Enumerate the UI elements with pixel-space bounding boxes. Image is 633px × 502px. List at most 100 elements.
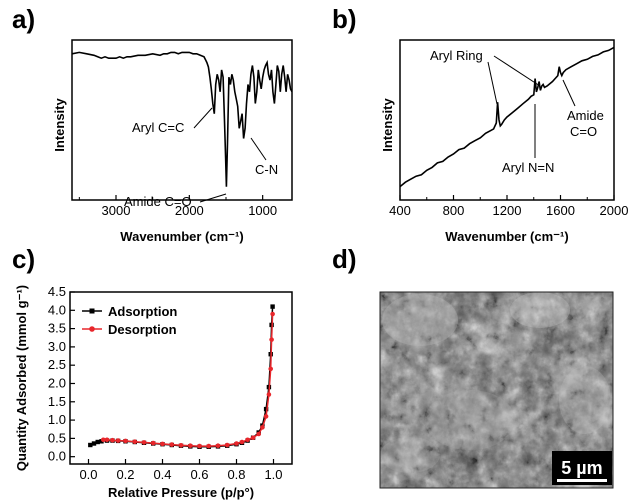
scale-bar-line — [557, 479, 607, 482]
panel-c-y-tick-label: 1.5 — [48, 394, 66, 409]
panel-c-adsorption-point — [88, 442, 93, 448]
panel-c-letter: c) — [12, 244, 36, 274]
panel-c-desorption-point — [197, 443, 202, 449]
panel-c-x-tick-label: 0.6 — [190, 467, 208, 482]
panel-c-series — [88, 304, 275, 449]
panel-b-x-tick-label: 400 — [389, 203, 411, 218]
panel-a-x-tick-label: 2000 — [175, 203, 204, 218]
panel-a-annot-aryl: Aryl C=C — [132, 120, 184, 135]
panel-c-desorption-point — [160, 441, 165, 447]
panel-c-ylabel: Quantity Adsorbed (mmol g⁻¹) — [14, 285, 29, 471]
panel-c-xlabel: Relative Pressure (p/p°) — [108, 485, 254, 500]
panel-c-desorption-point — [132, 439, 138, 445]
panel-a-annot-line-aryl — [193, 107, 213, 129]
panel-c-y-tick-label: 0.5 — [48, 430, 66, 445]
panel-a-annot-amide: Amide C=O — [124, 194, 192, 209]
panel-c-x-tick-label: 0.2 — [116, 467, 134, 482]
panel-c-x-tick-label: 0.0 — [79, 467, 97, 482]
panel-b-annot-amide: Amide — [567, 108, 604, 123]
panel-c-x-tick-label: 1.0 — [264, 467, 282, 482]
legend-adsorption-label: Adsorption — [108, 304, 177, 319]
panel-a-frame — [71, 39, 293, 201]
panel-b-x-tick-label: 1600 — [546, 203, 575, 218]
panel-c-desorption-point — [115, 438, 121, 443]
panel-a-chart: 3000 2000 1000 Intensity Wavenumber (cm⁻¹)… — [52, 39, 293, 244]
panel-c-desorption-point — [224, 442, 230, 448]
panel-c-desorption-point — [234, 441, 239, 446]
scale-bar-label: 5 µm — [561, 458, 602, 478]
legend-desorption-label: Desorption — [108, 322, 177, 337]
panel-b-x-tick-label: 2000 — [600, 203, 629, 218]
panel-d-scale-bar: 5 µm — [552, 451, 612, 485]
panel-b-x-tick-label: 800 — [443, 203, 465, 218]
panel-a-x-tick-label: 1000 — [248, 203, 277, 218]
panel-a-annot-line-cn — [250, 137, 267, 161]
panel-c-adsorption-point — [99, 439, 104, 444]
panel-c-desorption-point — [239, 439, 245, 445]
panel-c-chart: 0.0 0.2 0.4 0.6 0.8 1.0 0.0 0.5 1.0 1.5 2.0 2.5 3.0 3… — [14, 284, 293, 500]
panel-c-y-tick-label: 4.5 — [48, 284, 66, 299]
panel-c-frame — [69, 291, 293, 465]
panel-c-desorption-point — [268, 366, 274, 372]
legend-desorption-marker — [89, 326, 95, 332]
panel-a-spectrum-line — [72, 51, 292, 187]
panel-c-y-tick-label: 0.0 — [48, 449, 66, 464]
panel-b-spectrum-line — [400, 46, 614, 188]
panel-c-desorption-point — [178, 443, 184, 448]
panel-c-y-tick-label: 2.5 — [48, 357, 66, 372]
panel-b-annot-co: C=O — [570, 124, 597, 139]
panel-c-desorption-point — [256, 431, 262, 437]
panel-b-annot-aryl-ring: Aryl Ring — [430, 48, 483, 63]
panel-c-y-tick-label: 3.5 — [48, 321, 66, 336]
panel-c-adsorption-point — [270, 304, 275, 309]
panel-b-ylabel: Intensity — [380, 98, 395, 152]
panel-b-annot-aryl-nn: Aryl N=N — [502, 160, 554, 175]
panel-c-y-tick-label: 1.0 — [48, 412, 66, 427]
panel-c-ticks: 0.0 0.2 0.4 0.6 0.8 1.0 0.0 0.5 1.0 1.5 2.0 2.5 3.0 3… — [48, 284, 283, 482]
panel-c-desorption-point — [169, 442, 175, 447]
panel-c-x-tick-label: 0.4 — [153, 467, 171, 482]
panel-b-xlabel: Wavenumber (cm⁻¹) — [445, 229, 568, 244]
panel-b-letter: b) — [332, 4, 357, 34]
panel-c-desorption-point — [188, 443, 193, 449]
panel-c-desorption-point — [141, 440, 147, 445]
panel-c-y-tick-label: 2.0 — [48, 375, 66, 390]
panel-c-x-tick-label: 0.8 — [227, 467, 245, 482]
panel-b-x-ticks: 400 800 1200 1600 2000 — [389, 195, 628, 218]
panel-c-desorption-point — [110, 437, 115, 443]
panel-c-adsorption-point — [91, 441, 97, 446]
panel-b-chart: 400 800 1200 1600 2000 Intensity Wavenumber … — [380, 39, 628, 244]
panel-b-annot-line-co — [562, 79, 576, 107]
panel-c-desorption-point — [150, 440, 156, 446]
panel-c-desorption-point — [104, 437, 110, 443]
panel-d-letter: d) — [332, 244, 357, 274]
panel-c-desorption-point — [260, 425, 265, 430]
panel-d-sem-border — [379, 291, 614, 489]
panel-b-annot-line-ring-2 — [493, 55, 541, 87]
panel-c-adsorption-point — [95, 439, 100, 445]
panel-c-desorption-point — [123, 438, 128, 444]
panel-c-desorption-point — [101, 437, 106, 443]
panel-a-x-tick-label: 3000 — [102, 203, 131, 218]
panel-a-letter: a) — [12, 4, 36, 34]
panel-c-legend: Adsorption Desorption — [82, 304, 177, 337]
panel-c-desorption-point — [270, 311, 275, 317]
panel-c-desorption-point — [215, 443, 221, 449]
panel-c-adsorption-point — [263, 406, 269, 412]
panel-c-desorption-point — [250, 435, 256, 441]
panel-a-x-ticks: 3000 2000 1000 — [78, 195, 277, 218]
panel-a-annot-cn: C-N — [255, 162, 278, 177]
panel-c-desorption-point — [269, 337, 274, 342]
panel-a-annot-line-amide — [199, 193, 227, 203]
panel-c-desorption-point — [263, 414, 269, 419]
panel-a-ylabel: Intensity — [52, 98, 67, 152]
panel-c-desorption-point — [206, 443, 211, 449]
legend-adsorption-marker — [89, 308, 95, 314]
panel-c-y-tick-label: 4.0 — [48, 302, 66, 317]
panel-a-xlabel: Wavenumber (cm⁻¹) — [120, 229, 243, 244]
panel-b-x-tick-label: 1200 — [493, 203, 522, 218]
panel-b-annot-line-ring-1 — [487, 61, 498, 105]
panel-c-desorption-point — [245, 437, 250, 443]
panel-c-y-tick-label: 3.0 — [48, 339, 66, 354]
